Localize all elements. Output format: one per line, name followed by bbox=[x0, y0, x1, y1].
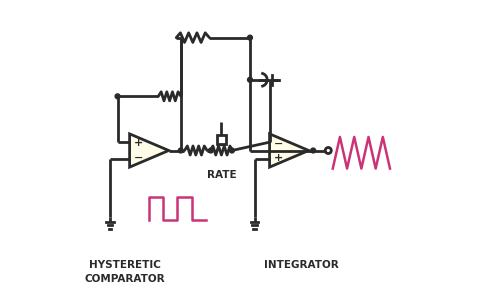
Text: HYSTERETIC: HYSTERETIC bbox=[89, 260, 161, 270]
Circle shape bbox=[248, 35, 252, 40]
Polygon shape bbox=[270, 134, 308, 167]
Polygon shape bbox=[130, 134, 168, 167]
Circle shape bbox=[178, 148, 183, 153]
Text: RATE: RATE bbox=[206, 170, 236, 180]
Text: COMPARATOR: COMPARATOR bbox=[85, 274, 166, 284]
Circle shape bbox=[208, 148, 214, 153]
Circle shape bbox=[325, 147, 332, 154]
Text: +: + bbox=[274, 153, 283, 163]
Text: −: − bbox=[274, 138, 283, 148]
Text: +: + bbox=[134, 138, 143, 148]
Text: INTEGRATOR: INTEGRATOR bbox=[264, 260, 338, 270]
FancyBboxPatch shape bbox=[217, 135, 226, 144]
Circle shape bbox=[311, 148, 316, 153]
Circle shape bbox=[248, 77, 252, 82]
Circle shape bbox=[230, 148, 234, 153]
Text: −: − bbox=[134, 153, 143, 163]
Circle shape bbox=[115, 94, 120, 99]
